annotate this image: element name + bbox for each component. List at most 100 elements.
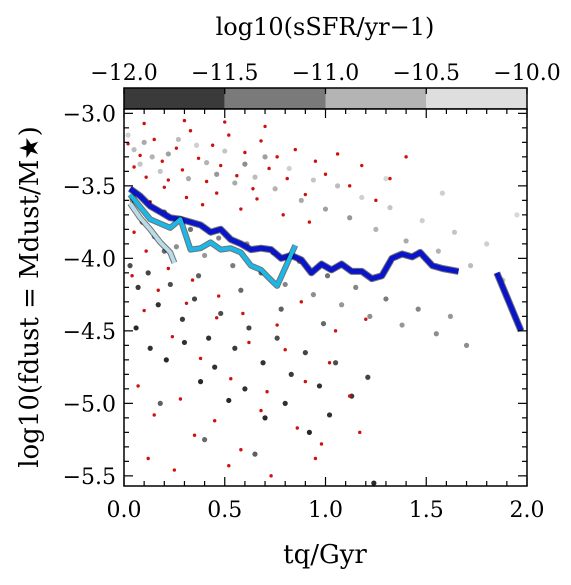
- scatter-point: [218, 310, 224, 317]
- scatter-point: [212, 364, 218, 370]
- red-scatter-point: [229, 377, 233, 381]
- red-scatter-point: [219, 163, 223, 168]
- scatter-point: [298, 197, 304, 203]
- red-scatter-point: [126, 142, 130, 146]
- red-scatter-point: [259, 139, 263, 143]
- scatter-point: [173, 244, 179, 250]
- red-scatter-point: [323, 172, 328, 176]
- scatter-point: [165, 151, 171, 157]
- colorbar-bin: [224, 88, 326, 109]
- scatter-point: [334, 183, 341, 189]
- scatter-point: [163, 357, 169, 363]
- scatter-point: [242, 161, 248, 167]
- red-scatter-point: [138, 153, 142, 158]
- scatter-point: [359, 194, 365, 201]
- colorbar: [124, 88, 527, 109]
- median-lines-layer: [127, 185, 525, 333]
- red-scatter-point: [388, 176, 392, 181]
- red-scatter-point: [184, 195, 189, 200]
- colorbar-tick-label: −12.0: [90, 61, 157, 86]
- y-tick-label: −3.5: [63, 175, 116, 200]
- red-scatter-point: [196, 156, 201, 160]
- scatter-point: [202, 437, 208, 443]
- scatter-point: [197, 379, 204, 385]
- red-scatter-point: [364, 317, 368, 321]
- scatter-point: [451, 229, 458, 235]
- red-scatter-point: [283, 348, 287, 352]
- scatter-point: [467, 263, 474, 269]
- colorbar-label: log10(sSFR/yr−1): [216, 13, 435, 41]
- red-scatter-point: [212, 419, 217, 423]
- scatter-point: [415, 306, 421, 312]
- scatter-point: [514, 212, 520, 218]
- scatter-point: [179, 316, 186, 322]
- scatter-point: [155, 302, 161, 308]
- red-scatter-point: [214, 191, 219, 195]
- scatter-point: [371, 480, 377, 486]
- red-scatter-point: [263, 124, 267, 129]
- plot-background: [124, 109, 527, 486]
- y-tick-label: −5.5: [63, 465, 116, 490]
- red-scatter-point: [259, 408, 263, 413]
- red-scatter-point: [160, 159, 164, 163]
- x-axis-label: tq/Gyr: [283, 540, 367, 570]
- red-scatter-point: [174, 146, 179, 150]
- scatter-point: [187, 226, 194, 232]
- red-scatter-point: [358, 430, 362, 435]
- scatter-point: [216, 235, 222, 241]
- scatter-point: [320, 321, 327, 327]
- y-axis-ticks: [124, 112, 527, 477]
- x-axis-tick-labels: 0.0 0.5 1.0 1.5 2.0: [107, 498, 545, 523]
- series-line: [128, 202, 177, 264]
- scatter-point: [322, 206, 329, 212]
- x-tick-label: 0.5: [207, 498, 242, 523]
- scatter-point: [226, 397, 232, 404]
- red-scatter-point: [182, 118, 187, 123]
- red-scatter-point: [285, 176, 289, 181]
- scatter-point: [147, 345, 153, 351]
- scatter-point: [252, 174, 258, 180]
- scatter-point: [282, 281, 288, 288]
- scatter-point: [433, 331, 439, 337]
- red-scatter-point: [188, 129, 193, 133]
- scatter-point: [310, 177, 317, 183]
- scatter-point: [181, 339, 188, 346]
- x-tick-label: 1.0: [308, 498, 343, 523]
- scatter-point: [373, 226, 379, 232]
- scatter-point: [484, 241, 490, 247]
- scatter-point: [302, 350, 308, 356]
- scatter-point: [149, 154, 155, 160]
- red-scatter-point: [217, 294, 221, 298]
- scatter-point: [137, 161, 143, 167]
- scatter-point: [242, 386, 248, 392]
- plot-area: [124, 109, 527, 486]
- scatter-point: [204, 160, 210, 166]
- scatter-point: [157, 400, 163, 406]
- red-scatter-point: [152, 137, 156, 142]
- scatter-point: [288, 371, 294, 377]
- scatter-point: [191, 296, 198, 302]
- scatter-point: [419, 218, 425, 224]
- scatter-point: [306, 429, 312, 435]
- red-scatter-point: [313, 159, 318, 163]
- red-scatter-point: [347, 394, 352, 398]
- scatter-point: [222, 148, 228, 154]
- red-scatter-point: [295, 426, 299, 430]
- scatter-point: [131, 147, 137, 153]
- x-tick-label: 0.0: [107, 498, 142, 523]
- scatter-point: [175, 136, 182, 143]
- scatter-point: [274, 335, 280, 341]
- scatter-point: [185, 176, 192, 182]
- red-scatter-point: [247, 340, 251, 345]
- colorbar-bin: [124, 88, 225, 109]
- scatter-point: [339, 302, 345, 308]
- red-scatter-point: [313, 456, 318, 461]
- scatter-point: [135, 284, 141, 290]
- scatter-point: [332, 360, 339, 366]
- series-line: [128, 193, 298, 288]
- scatter-point: [145, 270, 151, 276]
- colorbar-ticks: [123, 88, 528, 94]
- red-scatter-point: [243, 150, 247, 155]
- red-scatter-point: [241, 311, 245, 316]
